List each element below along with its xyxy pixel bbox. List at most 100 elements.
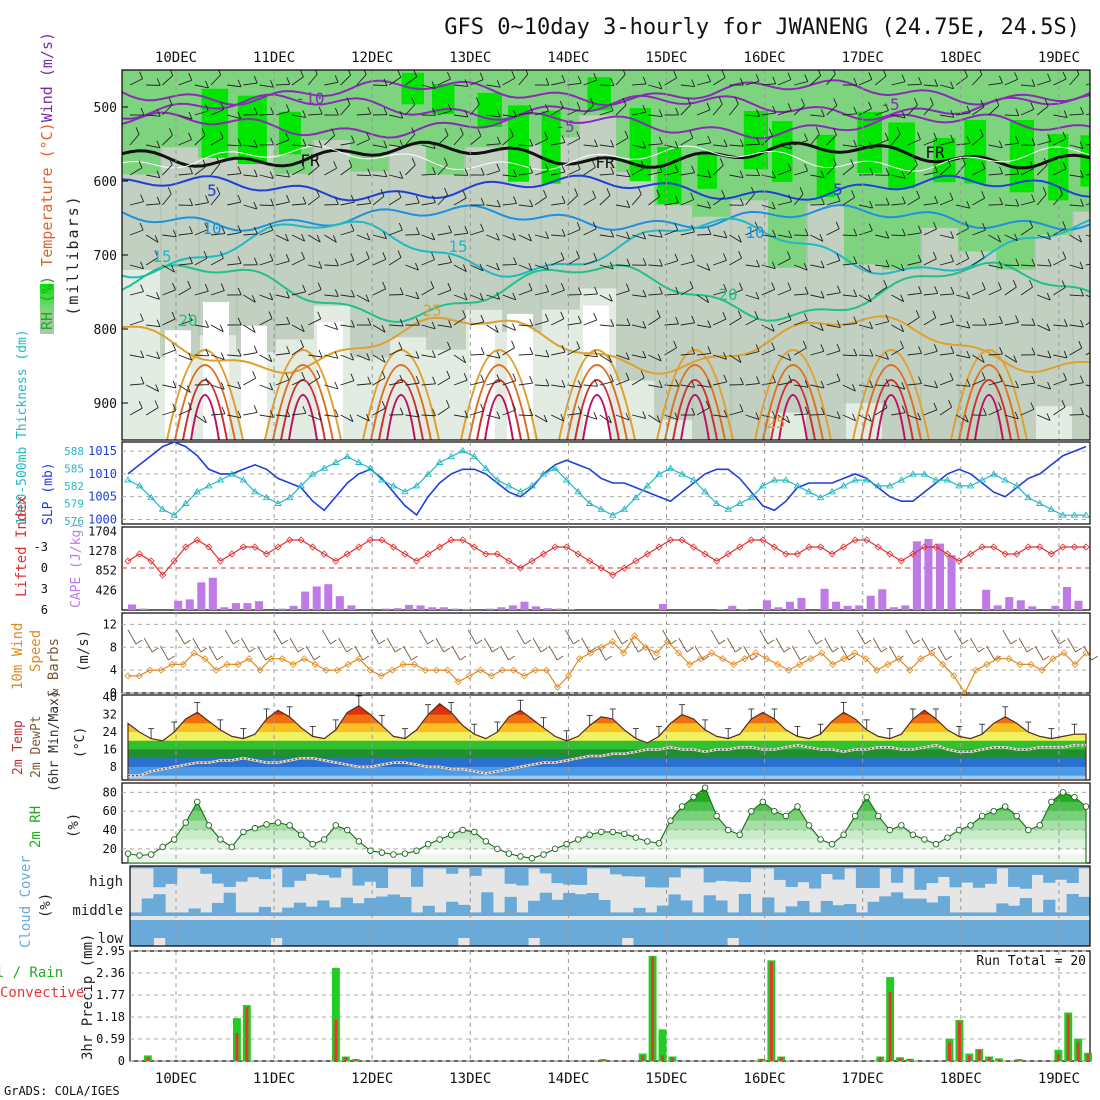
wind-barb-flag [576, 101, 581, 110]
wind-barb-flag [689, 280, 694, 289]
wind-barb-flag [348, 159, 353, 167]
wind-barb [793, 105, 805, 116]
wind-barb-flag [1061, 400, 1066, 408]
cape-bar [1016, 600, 1025, 610]
wind-barb-flag [591, 160, 596, 168]
cloud-low [972, 920, 986, 946]
wind-barb-flag [787, 103, 792, 111]
wind-barb [891, 294, 904, 303]
cloud-high [387, 866, 400, 869]
isotherm [122, 140, 1090, 170]
wind-speed-point [476, 666, 484, 674]
cloud-high [399, 866, 412, 869]
wind-barb-flag [366, 353, 371, 361]
wind-barb [1037, 294, 1051, 301]
cape-bar [912, 541, 921, 610]
cloud-high [656, 866, 670, 888]
wind-barb-flag [640, 370, 645, 378]
warm-contour [860, 364, 922, 440]
rh-point [794, 803, 801, 810]
cloud-middle [352, 903, 365, 916]
wind-barb [972, 229, 986, 236]
wind-barb [599, 354, 612, 363]
wind-barb-flag [815, 127, 820, 135]
wind-barb [1085, 203, 1090, 206]
wind-barb [146, 354, 160, 360]
cloud-middle [282, 907, 295, 916]
thickness-point [701, 487, 709, 495]
wind-barb-flag [299, 70, 304, 78]
precip-conv-bar [898, 1058, 902, 1061]
wind-barb-flag [917, 412, 922, 421]
wind-barb-flag [399, 139, 404, 148]
li-point [170, 557, 178, 565]
wind-barb-flag [707, 135, 712, 144]
cloud-low [317, 920, 330, 946]
wind-barb-flag [691, 380, 696, 388]
wind-barb [648, 293, 663, 296]
warm-contour [272, 364, 334, 440]
wind-speed-point [818, 649, 826, 657]
wind-barb [291, 234, 305, 242]
cloud-low [223, 920, 236, 946]
wind-barb-flag [948, 400, 953, 408]
precip-tick: 2.95 [96, 944, 125, 958]
rh-point [378, 849, 386, 856]
li-tick: -3 [34, 540, 48, 554]
wind-barb [939, 84, 954, 90]
wind-barb [210, 384, 225, 390]
wind-barb-flag [186, 385, 191, 393]
cloud-high [914, 866, 927, 890]
surface-wind-barb-flag [411, 655, 418, 661]
cloud-middle [1066, 894, 1079, 916]
wind-barb [858, 204, 873, 209]
wind-barb-flag [610, 78, 615, 86]
wind-barb [162, 289, 176, 296]
wind-barb [324, 384, 338, 390]
warm-contour [190, 394, 220, 440]
wind-barb [518, 172, 533, 176]
wind-barb [745, 228, 759, 236]
wind-barb [826, 200, 841, 206]
wind-barb [502, 203, 517, 206]
wind-barb-flag [1094, 310, 1097, 317]
wind-speed-point [785, 666, 793, 674]
wind-barb [615, 414, 630, 421]
cloud-middle [574, 894, 588, 916]
wind-barb-flag [1031, 318, 1036, 326]
thickness-point [851, 476, 859, 483]
wind-barb-flag [286, 194, 290, 203]
wind-barb-flag [475, 97, 480, 105]
wind-barb [129, 134, 140, 146]
top-date-label: 16DEC [744, 50, 786, 66]
warm-contour [574, 379, 620, 440]
cloud-low [293, 920, 307, 946]
wind-barb [794, 234, 809, 237]
wind-barb [858, 384, 873, 388]
cloud-middle [727, 912, 740, 916]
wind-tick: 4 [110, 663, 117, 677]
wind-barb-flag [964, 414, 969, 423]
wind-barb-flag [577, 315, 582, 324]
wind-barb-flag [799, 186, 804, 195]
wind-barb-flag [1080, 319, 1084, 328]
wind-barb [486, 354, 501, 359]
wind-barb-flag [820, 344, 825, 352]
wind-barb [810, 324, 824, 331]
cloud-middle [937, 896, 951, 916]
wind-speed-point [146, 666, 154, 674]
wind-speed-point [256, 666, 264, 674]
wind-barb-flag [512, 402, 517, 411]
wind-barb-flag [496, 109, 501, 118]
wind-barb-flag [138, 160, 143, 168]
wind-barb-flag [835, 221, 840, 230]
rh-point [840, 831, 847, 839]
cloud-high [364, 866, 377, 882]
cape-bar [208, 577, 217, 610]
wind-barb-flag [169, 70, 174, 76]
wind-barb-flag [869, 141, 873, 149]
wind-barb-flag [302, 196, 307, 205]
wind-speed-point [278, 655, 286, 663]
